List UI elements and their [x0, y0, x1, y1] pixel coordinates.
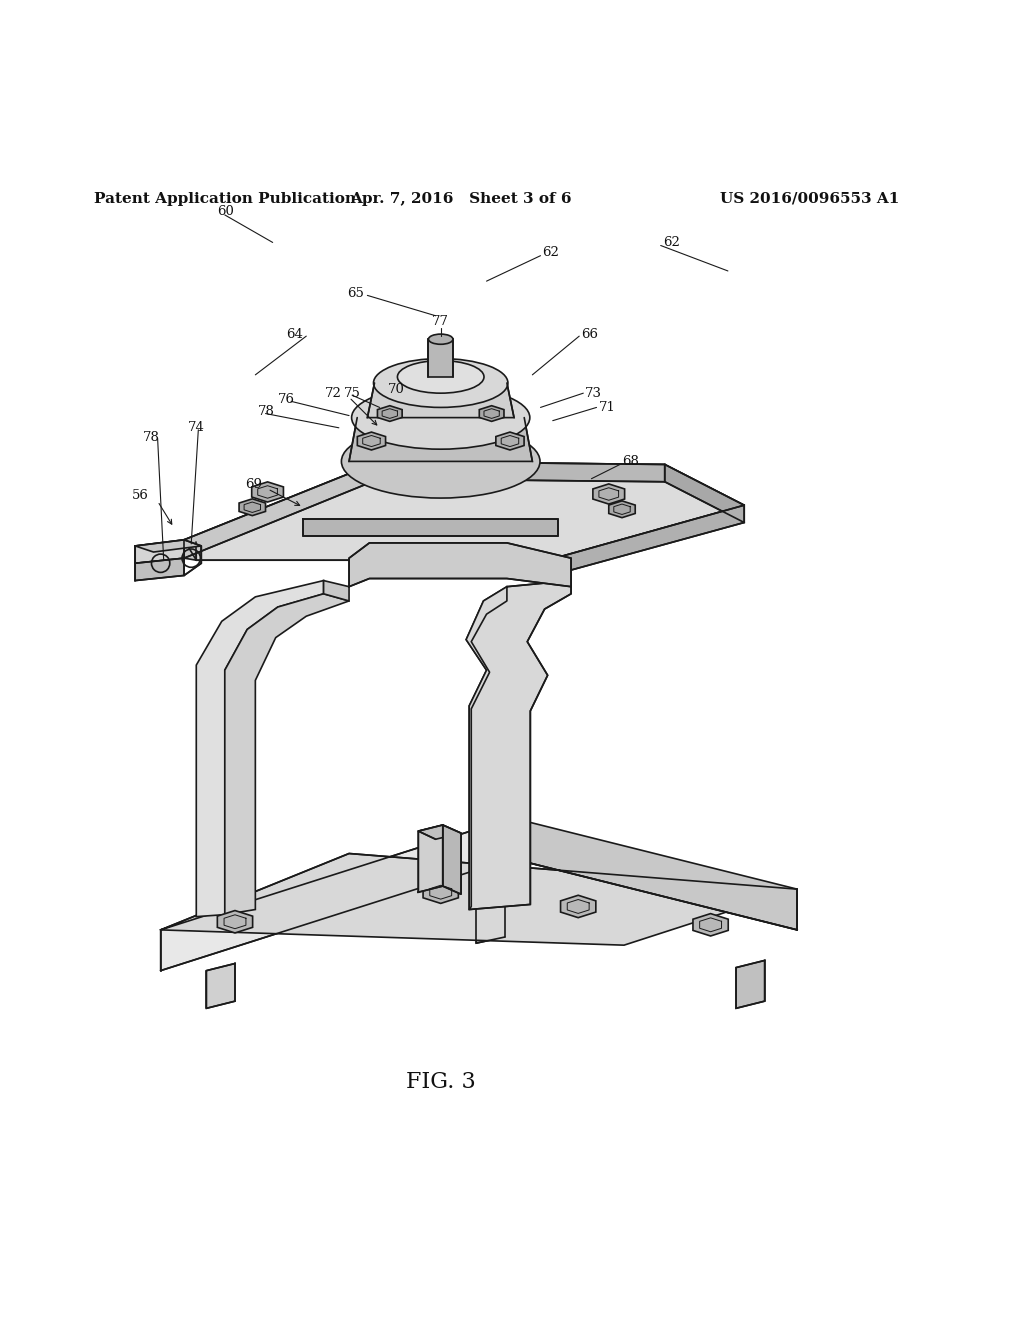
- Text: 64: 64: [287, 327, 303, 341]
- Polygon shape: [135, 558, 184, 581]
- Polygon shape: [466, 581, 571, 909]
- Polygon shape: [496, 432, 524, 450]
- Polygon shape: [239, 499, 265, 516]
- Text: 60: 60: [217, 206, 233, 218]
- Polygon shape: [548, 506, 744, 577]
- Ellipse shape: [397, 360, 484, 393]
- Polygon shape: [161, 854, 797, 945]
- Polygon shape: [378, 405, 402, 421]
- Polygon shape: [252, 482, 284, 502]
- Polygon shape: [428, 339, 453, 378]
- Polygon shape: [479, 405, 504, 421]
- Polygon shape: [418, 825, 461, 840]
- Polygon shape: [357, 432, 386, 450]
- Polygon shape: [161, 818, 512, 970]
- Polygon shape: [368, 383, 514, 417]
- Polygon shape: [418, 825, 442, 892]
- Text: 77: 77: [432, 315, 450, 329]
- Polygon shape: [349, 543, 571, 586]
- Text: 62: 62: [663, 236, 680, 249]
- Polygon shape: [442, 825, 461, 894]
- Polygon shape: [512, 818, 797, 929]
- Polygon shape: [349, 417, 532, 462]
- Text: Apr. 7, 2016   Sheet 3 of 6: Apr. 7, 2016 Sheet 3 of 6: [350, 191, 571, 206]
- Ellipse shape: [341, 425, 540, 498]
- Text: FIG. 3: FIG. 3: [406, 1071, 475, 1093]
- Polygon shape: [184, 462, 744, 560]
- Text: 62: 62: [543, 246, 559, 259]
- Text: 56: 56: [131, 488, 148, 502]
- Text: Patent Application Publication: Patent Application Publication: [94, 191, 356, 206]
- Text: 76: 76: [278, 393, 295, 405]
- Polygon shape: [197, 581, 324, 916]
- Text: 66: 66: [582, 327, 598, 341]
- Text: 75: 75: [344, 387, 360, 400]
- Polygon shape: [324, 581, 349, 601]
- Polygon shape: [560, 895, 596, 917]
- Polygon shape: [736, 961, 765, 1008]
- Polygon shape: [225, 594, 349, 915]
- Polygon shape: [423, 880, 459, 903]
- Text: 78: 78: [143, 432, 160, 445]
- Polygon shape: [466, 586, 507, 909]
- Text: 70: 70: [388, 383, 404, 396]
- Text: US 2016/0096553 A1: US 2016/0096553 A1: [720, 191, 899, 206]
- Polygon shape: [184, 540, 197, 560]
- Ellipse shape: [428, 334, 453, 345]
- Polygon shape: [207, 964, 234, 1008]
- Text: 78: 78: [257, 405, 274, 418]
- Ellipse shape: [374, 359, 508, 408]
- Polygon shape: [135, 540, 202, 552]
- Text: 73: 73: [586, 387, 602, 400]
- Polygon shape: [593, 484, 625, 504]
- Text: 68: 68: [622, 455, 639, 467]
- Text: 71: 71: [599, 401, 615, 414]
- Polygon shape: [184, 462, 380, 558]
- Text: 74: 74: [188, 421, 205, 434]
- Polygon shape: [217, 911, 253, 933]
- Text: 65: 65: [347, 286, 365, 300]
- Text: 69: 69: [246, 478, 262, 491]
- Polygon shape: [380, 462, 665, 482]
- Polygon shape: [665, 465, 744, 523]
- Polygon shape: [476, 900, 505, 942]
- Polygon shape: [303, 520, 558, 536]
- Text: 72: 72: [325, 387, 342, 400]
- Polygon shape: [693, 913, 728, 936]
- Polygon shape: [608, 500, 635, 517]
- Polygon shape: [135, 540, 184, 564]
- Ellipse shape: [351, 385, 529, 449]
